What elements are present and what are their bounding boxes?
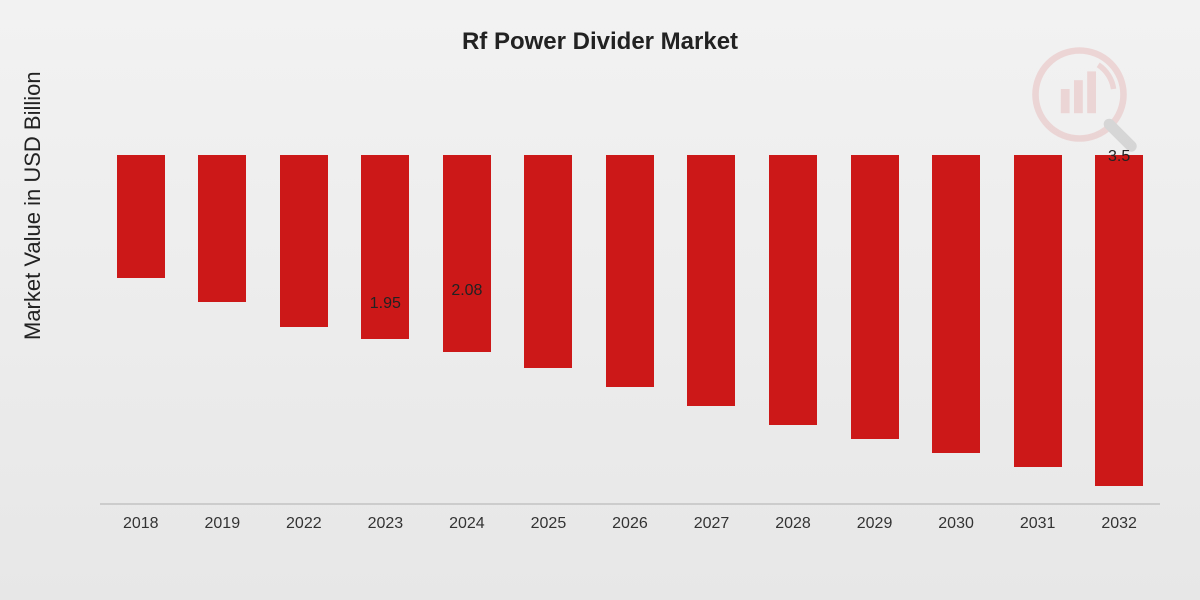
- x-tick-label: 2028: [752, 515, 834, 533]
- bar-value-label: 2.08: [426, 282, 508, 300]
- bar: [1014, 155, 1062, 467]
- bar-slot: [834, 155, 916, 503]
- bar: [1095, 155, 1143, 486]
- bar-slot: [997, 155, 1079, 503]
- bar-slot: [915, 155, 997, 503]
- x-tick-label: 2023: [345, 515, 427, 533]
- bar-slot: [589, 155, 671, 503]
- bar-slot: 1.95: [345, 155, 427, 503]
- x-tick-label: 2027: [671, 515, 753, 533]
- bar: [117, 155, 165, 278]
- x-tick-label: 2032: [1078, 515, 1160, 533]
- bar-slot: [100, 155, 182, 503]
- x-tick-label: 2025: [508, 515, 590, 533]
- bar-slot: [263, 155, 345, 503]
- bar: [687, 155, 735, 406]
- x-tick-label: 2029: [834, 515, 916, 533]
- bar: [851, 155, 899, 439]
- bar-slot: [671, 155, 753, 503]
- x-tick-label: 2030: [915, 515, 997, 533]
- bar-slot: [508, 155, 590, 503]
- chart-plot-area: 1.952.08 3.5: [100, 155, 1160, 505]
- x-tick-label: 2031: [997, 515, 1079, 533]
- bar: [280, 155, 328, 327]
- x-tick-label: 2026: [589, 515, 671, 533]
- bar-slot: 2.08: [426, 155, 508, 503]
- x-tick-label: 2022: [263, 515, 345, 533]
- bar-slot: 3.5: [1078, 155, 1160, 503]
- chart-title: Rf Power Divider Market: [0, 28, 1200, 56]
- x-tick-label: 2018: [100, 515, 182, 533]
- x-tick-label: 2019: [182, 515, 264, 533]
- x-axis-labels: 2018201920222023202420252026202720282029…: [100, 515, 1160, 533]
- bar-slot: [752, 155, 834, 503]
- bar-slot: [182, 155, 264, 503]
- bar: [769, 155, 817, 425]
- bar: [606, 155, 654, 387]
- bar: [932, 155, 980, 453]
- bar: [443, 155, 491, 352]
- bar-value-label: 3.5: [1078, 148, 1160, 166]
- bar-value-label: 1.95: [345, 295, 427, 313]
- bar: [198, 155, 246, 302]
- x-tick-label: 2024: [426, 515, 508, 533]
- watermark-logo: [1030, 45, 1140, 155]
- y-axis-label: Market Value in USD Billion: [20, 71, 46, 340]
- bar: [524, 155, 572, 368]
